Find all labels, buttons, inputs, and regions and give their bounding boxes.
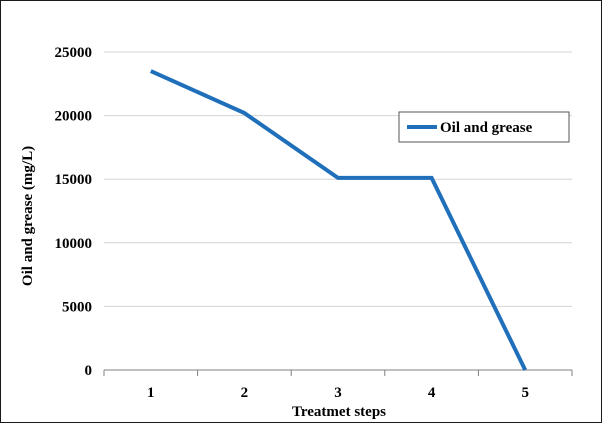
series-line-0 <box>149 69 527 371</box>
y-axis-title: Oil and grease (mg/L) <box>20 146 36 286</box>
x-tick-labels: 1 2 3 4 5 <box>147 385 529 401</box>
y-tick-label: 15000 <box>55 172 93 188</box>
y-tick-label: 10000 <box>55 236 93 252</box>
y-tick-label: 20000 <box>55 109 93 125</box>
x-tick-label: 1 <box>147 385 155 401</box>
x-axis-title: Treatmet steps <box>292 404 386 420</box>
y-tick-labels: 0 5000 10000 15000 20000 25000 <box>55 45 93 379</box>
x-tick-label: 3 <box>334 385 342 401</box>
legend: Oil and grease <box>398 111 570 143</box>
legend-label: Oil and grease <box>440 120 533 136</box>
axes <box>103 369 573 376</box>
x-tick-label: 2 <box>241 385 249 401</box>
y-tick-label: 0 <box>85 363 93 379</box>
x-tick-label: 4 <box>428 385 436 401</box>
x-tick-label: 5 <box>521 385 529 401</box>
y-tick-label: 5000 <box>62 299 92 315</box>
y-tick-label: 25000 <box>55 45 93 61</box>
series-lines <box>149 69 527 371</box>
